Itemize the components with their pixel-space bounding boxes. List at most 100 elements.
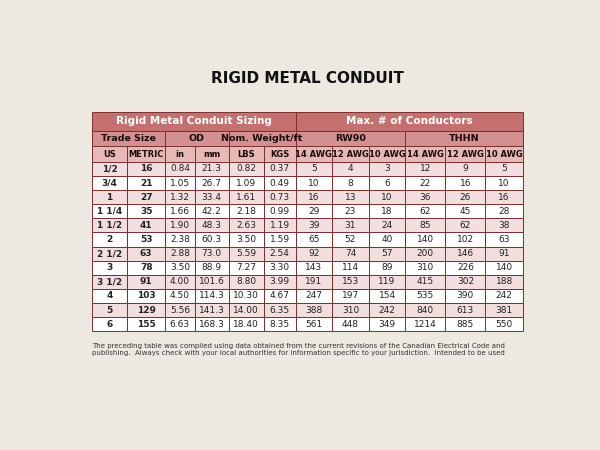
Bar <box>165 146 194 162</box>
Bar <box>194 190 229 204</box>
Text: 6.63: 6.63 <box>170 320 190 328</box>
Text: 5.59: 5.59 <box>236 249 256 258</box>
Bar <box>332 176 369 190</box>
Text: 41: 41 <box>140 221 152 230</box>
Text: 35: 35 <box>140 207 152 216</box>
Text: THHN: THHN <box>449 134 479 143</box>
Bar <box>165 162 194 176</box>
Bar <box>485 232 523 247</box>
Text: 62: 62 <box>419 207 431 216</box>
Bar <box>296 204 332 218</box>
Text: 0.82: 0.82 <box>236 164 256 173</box>
Bar <box>369 247 406 261</box>
Bar <box>445 162 485 176</box>
Bar <box>194 317 229 331</box>
Text: 2.38: 2.38 <box>170 235 190 244</box>
Text: 89: 89 <box>381 263 393 272</box>
Bar <box>229 247 264 261</box>
Bar <box>229 317 264 331</box>
Bar <box>127 146 165 162</box>
Bar <box>127 162 165 176</box>
Text: 3.30: 3.30 <box>269 263 290 272</box>
Text: 24: 24 <box>382 221 392 230</box>
Bar <box>194 232 229 247</box>
Text: 191: 191 <box>305 277 322 286</box>
Bar <box>332 275 369 289</box>
Text: 12 AWG: 12 AWG <box>447 149 484 158</box>
Bar <box>406 162 445 176</box>
Bar <box>485 162 523 176</box>
Bar <box>296 317 332 331</box>
Text: 247: 247 <box>305 292 322 301</box>
Bar <box>229 232 264 247</box>
Text: 63: 63 <box>140 249 152 258</box>
Text: KGS: KGS <box>270 149 289 158</box>
Text: 92: 92 <box>308 249 320 258</box>
Bar <box>406 303 445 317</box>
Bar <box>485 289 523 303</box>
Bar <box>296 190 332 204</box>
Text: 448: 448 <box>342 320 359 328</box>
Text: 8.80: 8.80 <box>236 277 256 286</box>
Text: 3 1/2: 3 1/2 <box>97 277 122 286</box>
Text: 5.56: 5.56 <box>170 306 190 315</box>
Text: 2.18: 2.18 <box>236 207 256 216</box>
Text: 381: 381 <box>496 306 513 315</box>
Bar <box>264 317 296 331</box>
Text: 2: 2 <box>106 235 113 244</box>
Text: 388: 388 <box>305 306 322 315</box>
Text: 2 1/2: 2 1/2 <box>97 249 122 258</box>
Text: 74: 74 <box>345 249 356 258</box>
Text: 52: 52 <box>345 235 356 244</box>
Text: 16: 16 <box>460 179 471 188</box>
Text: mm: mm <box>203 149 220 158</box>
Bar <box>165 261 194 275</box>
Text: 14 AWG: 14 AWG <box>295 149 332 158</box>
Bar <box>445 190 485 204</box>
Bar <box>127 204 165 218</box>
Bar <box>194 275 229 289</box>
Text: 4: 4 <box>106 292 113 301</box>
Text: RW90: RW90 <box>335 134 366 143</box>
Bar <box>485 176 523 190</box>
Bar <box>406 204 445 218</box>
Text: 12: 12 <box>419 164 431 173</box>
Text: 5: 5 <box>501 164 507 173</box>
Bar <box>406 232 445 247</box>
Bar <box>369 204 406 218</box>
Text: 45: 45 <box>460 207 471 216</box>
Text: 3: 3 <box>106 263 113 272</box>
Bar <box>127 261 165 275</box>
Text: 188: 188 <box>496 277 513 286</box>
Bar <box>485 247 523 261</box>
Bar <box>165 190 194 204</box>
Text: RIGID METAL CONDUIT: RIGID METAL CONDUIT <box>211 71 404 86</box>
Bar <box>445 261 485 275</box>
Text: 60.3: 60.3 <box>202 235 221 244</box>
Text: 36: 36 <box>419 193 431 202</box>
Bar <box>127 317 165 331</box>
Text: 3: 3 <box>384 164 390 173</box>
Text: 155: 155 <box>137 320 155 328</box>
Bar <box>229 190 264 204</box>
Bar <box>127 275 165 289</box>
Bar <box>165 247 194 261</box>
Bar <box>127 232 165 247</box>
Bar <box>296 218 332 232</box>
Text: 129: 129 <box>137 306 155 315</box>
Bar <box>127 289 165 303</box>
Text: 18: 18 <box>381 207 393 216</box>
Bar <box>406 218 445 232</box>
Text: 2.54: 2.54 <box>270 249 290 258</box>
Bar <box>165 303 194 317</box>
Bar <box>332 303 369 317</box>
Text: 5: 5 <box>106 306 113 315</box>
Text: 53: 53 <box>140 235 152 244</box>
Text: Rigid Metal Conduit Sizing: Rigid Metal Conduit Sizing <box>116 116 272 126</box>
Text: 10: 10 <box>499 179 510 188</box>
Bar <box>485 204 523 218</box>
Text: 5: 5 <box>311 164 317 173</box>
Text: 4: 4 <box>347 164 353 173</box>
Text: 6.35: 6.35 <box>269 306 290 315</box>
Text: 7.27: 7.27 <box>236 263 256 272</box>
